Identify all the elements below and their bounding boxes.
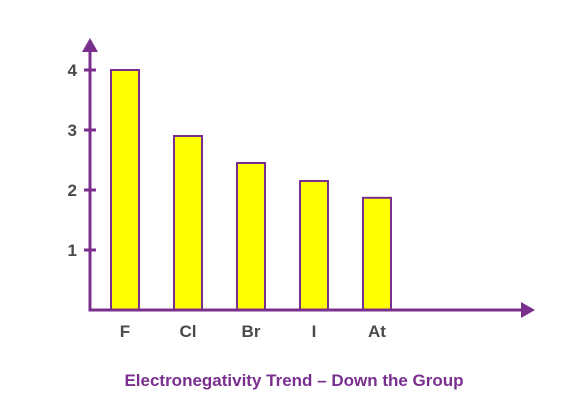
x-tick-label: F <box>120 322 130 341</box>
axes-group <box>82 38 535 318</box>
bar-at <box>362 196 392 311</box>
bar-cl <box>173 135 203 311</box>
y-tick-label: 4 <box>68 61 78 80</box>
x-tick-label: I <box>312 322 317 341</box>
x-tick-label: Br <box>242 322 261 341</box>
x-tick-label: At <box>368 322 386 341</box>
chart-title: Electronegativity Trend – Down the Group <box>124 371 463 390</box>
y-ticks-group: 1 2 3 4 <box>68 61 96 260</box>
bars-group <box>110 69 392 311</box>
x-labels-group: F Cl Br I At <box>120 322 386 341</box>
y-tick-label: 2 <box>68 181 77 200</box>
x-tick-label: Cl <box>180 322 197 341</box>
y-tick-label: 3 <box>68 121 77 140</box>
bar-i <box>299 180 329 311</box>
y-axis-arrowhead <box>82 38 98 52</box>
y-tick-label: 1 <box>68 241 77 260</box>
bar-br <box>236 162 266 311</box>
bar-f <box>110 69 140 311</box>
x-axis-arrowhead <box>521 302 535 318</box>
